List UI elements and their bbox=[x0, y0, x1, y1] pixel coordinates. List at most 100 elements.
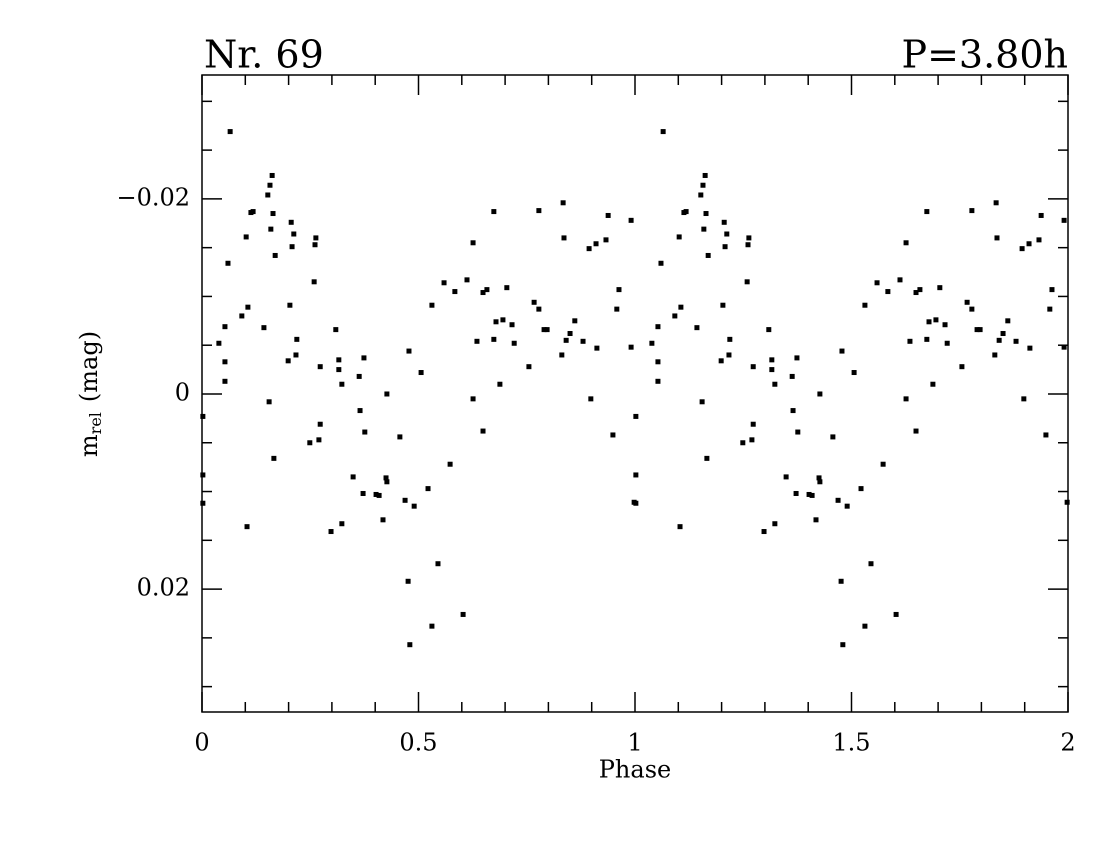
data-point bbox=[418, 370, 424, 376]
data-point bbox=[313, 235, 319, 241]
y-tick-label: −0.02 bbox=[116, 183, 190, 211]
data-point bbox=[500, 317, 506, 323]
data-point bbox=[397, 434, 403, 440]
data-point bbox=[858, 486, 864, 492]
data-point bbox=[913, 290, 919, 296]
data-point bbox=[225, 260, 231, 266]
data-point bbox=[937, 285, 943, 291]
data-point bbox=[336, 357, 342, 363]
data-point bbox=[761, 529, 767, 535]
data-point bbox=[560, 200, 566, 206]
data-point bbox=[658, 260, 664, 266]
data-point bbox=[969, 208, 975, 214]
y-tick-label: 0 bbox=[175, 378, 190, 406]
data-point bbox=[924, 336, 930, 342]
data-point bbox=[425, 486, 431, 492]
data-point bbox=[383, 475, 389, 481]
data-point bbox=[702, 172, 708, 178]
data-point bbox=[291, 231, 297, 237]
data-point bbox=[411, 503, 417, 509]
data-point bbox=[839, 348, 845, 354]
data-point bbox=[766, 327, 772, 333]
data-point bbox=[311, 279, 317, 285]
data-point bbox=[317, 364, 323, 370]
data-point bbox=[749, 437, 755, 443]
data-point bbox=[406, 348, 412, 354]
data-point bbox=[362, 429, 368, 435]
data-point bbox=[1013, 338, 1019, 344]
data-point bbox=[1061, 344, 1067, 350]
data-point bbox=[536, 208, 542, 214]
data-point bbox=[239, 313, 245, 319]
data-point bbox=[964, 299, 970, 305]
data-point bbox=[959, 364, 965, 370]
data-point bbox=[441, 280, 447, 286]
data-point bbox=[1027, 345, 1033, 351]
data-point bbox=[1064, 499, 1070, 505]
data-point bbox=[272, 252, 278, 258]
data-point bbox=[628, 344, 634, 350]
data-point bbox=[491, 209, 497, 215]
data-point bbox=[793, 490, 799, 496]
data-point bbox=[740, 440, 746, 446]
y-label-sub: rel bbox=[86, 412, 105, 434]
data-point bbox=[698, 192, 704, 198]
data-point bbox=[541, 327, 547, 333]
data-point bbox=[903, 396, 909, 402]
data-point bbox=[605, 212, 611, 218]
data-point bbox=[287, 302, 293, 308]
data-point bbox=[261, 325, 267, 331]
data-point bbox=[917, 287, 923, 293]
data-point bbox=[357, 408, 363, 414]
data-point bbox=[718, 358, 724, 364]
data-point bbox=[1026, 241, 1032, 247]
data-point bbox=[809, 492, 815, 498]
data-point bbox=[293, 352, 299, 358]
data-point bbox=[930, 381, 936, 387]
data-point bbox=[384, 479, 390, 485]
data-point bbox=[992, 352, 998, 358]
data-point bbox=[1047, 306, 1053, 312]
data-point bbox=[835, 497, 841, 503]
data-point bbox=[480, 428, 486, 434]
data-point bbox=[407, 642, 413, 648]
data-point bbox=[769, 367, 775, 373]
data-point bbox=[266, 399, 272, 405]
data-point bbox=[862, 623, 868, 629]
data-point bbox=[974, 327, 980, 333]
data-point bbox=[405, 578, 411, 584]
data-point bbox=[746, 235, 752, 241]
data-point bbox=[722, 244, 728, 250]
data-point bbox=[250, 209, 256, 215]
data-point bbox=[694, 325, 700, 331]
data-point bbox=[633, 413, 639, 419]
data-point bbox=[1049, 287, 1055, 293]
data-point bbox=[339, 521, 345, 527]
data-point bbox=[772, 381, 778, 387]
data-point bbox=[885, 289, 891, 295]
data-point bbox=[200, 500, 206, 506]
data-point bbox=[402, 497, 408, 503]
data-point bbox=[903, 240, 909, 246]
data-point bbox=[700, 182, 706, 188]
data-point bbox=[772, 521, 778, 527]
data-point bbox=[672, 313, 678, 319]
data-point bbox=[222, 378, 228, 384]
data-point bbox=[245, 304, 251, 310]
data-point bbox=[1000, 331, 1006, 337]
data-point bbox=[312, 242, 318, 248]
data-point bbox=[862, 302, 868, 308]
data-point bbox=[531, 299, 537, 305]
data-point bbox=[474, 338, 480, 344]
data-point bbox=[285, 358, 291, 364]
data-point bbox=[683, 209, 689, 215]
data-point bbox=[289, 244, 295, 250]
y-label-unit: (mag) bbox=[75, 331, 103, 402]
data-point bbox=[944, 340, 950, 346]
y-tick-label: 0.02 bbox=[137, 574, 190, 602]
data-point bbox=[200, 472, 206, 478]
data-point bbox=[243, 234, 249, 240]
data-point bbox=[813, 517, 819, 523]
data-point bbox=[222, 359, 228, 365]
data-point bbox=[677, 524, 683, 530]
